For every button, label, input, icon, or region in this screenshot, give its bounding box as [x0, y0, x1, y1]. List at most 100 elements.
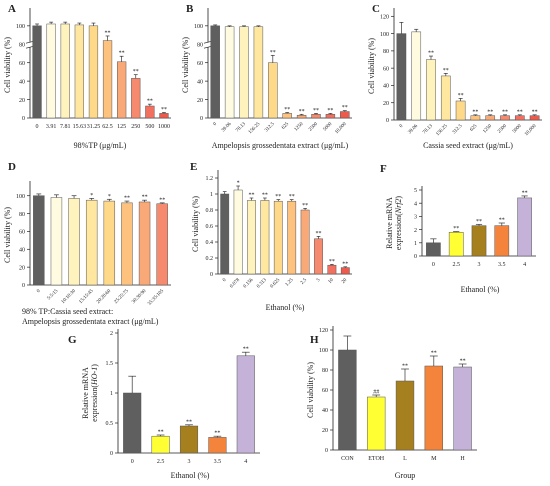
sig-mark-h-4: ** [460, 359, 466, 365]
y-tick-label-e-0: 0 [210, 272, 213, 278]
panel-letter-c: C [372, 3, 380, 15]
x-tick-label-c-8: 5000 [512, 124, 523, 135]
x-tick-label-b-8: 5000 [323, 122, 334, 133]
x-tick-label-g-2: 3 [188, 459, 191, 465]
x-tick-label-c-6: 1250 [483, 124, 494, 135]
bar-f-0 [426, 242, 441, 257]
x-tick-label-b-6: 1250 [294, 122, 305, 133]
x-tick-label-h-2: L [403, 456, 407, 462]
x-tick-label-d-7: 35:35:105 [147, 289, 165, 307]
x-tick-label-f-2: 3 [478, 262, 481, 268]
sig-mark-c-2: ** [428, 51, 434, 57]
y-tick-label-g-1: 0.5 [106, 421, 114, 427]
sig-mark-f-1: ** [453, 226, 459, 232]
bar-c-7 [500, 115, 510, 121]
y-tick-label-g-3: 1.5 [106, 361, 114, 367]
sig-mark-e-8: ** [329, 259, 335, 265]
y-tick-label-f-5: 5 [414, 188, 417, 194]
y-tick-label-g-2: 1 [110, 391, 113, 397]
panel-letter-a: A [8, 3, 16, 15]
x-tick-label-b-4: 312.5 [264, 122, 276, 134]
y-axis-label-g: Relative mRNA [81, 367, 90, 419]
bar-a-5 [102, 40, 113, 119]
y-tick-label-c-5: 100 [380, 32, 389, 38]
y-tick-label-d-5: 100 [16, 194, 25, 200]
bar-h-2 [395, 380, 415, 451]
bar-b-5 [282, 113, 292, 119]
panel-h: H 0 20 40 60 80 100 120 CON ## ETOH ** L ** M ** H Group C… [306, 326, 477, 480]
x-tick-label-c-9: 10,000 [524, 124, 538, 138]
x-tick-label-b-5: 625 [281, 122, 290, 131]
sig-mark-c-7: ** [502, 109, 508, 115]
y-tick-label-a-4: 80 [19, 42, 25, 48]
bar-g-2 [179, 425, 199, 454]
panel-e: E 0 0.2 0.4 0.6 0.8 1 1.2 0 * 0.078 ** 0.156 ** 0.313 *… [190, 161, 352, 312]
y-tick-label-b-2: 40 [197, 79, 203, 85]
bar-c-3 [440, 75, 451, 121]
x-tick-label-e-5: 1.25 [285, 278, 295, 288]
y-tick-label-d-1: 20 [19, 265, 25, 271]
panel-f: F 0 1 2 3 4 5 0 ** 2.5 ** 3 ** 3.5 ** 4 Ethanol (%) Relat… [380, 163, 536, 294]
x-tick-label-b-3: 156.25 [248, 122, 262, 136]
bar-e-2 [247, 200, 256, 275]
sig-mark-f-2: ** [476, 219, 482, 225]
y-tick-label-f-4: 4 [414, 201, 417, 207]
bar-c-9 [529, 115, 540, 121]
bar-d-0 [33, 195, 45, 286]
sig-mark-d-3: * [90, 193, 93, 199]
y-tick-label-b-0: 0 [200, 116, 203, 122]
sig-mark-c-6: ** [487, 109, 493, 115]
x-tick-label-d-5: 25:25:75 [114, 289, 130, 305]
sig-mark-a-5: ** [105, 30, 111, 36]
bar-c-1 [411, 31, 422, 121]
x-tick-label-a-3: 15.63 [73, 124, 87, 130]
x-tick-label-d-6: 30:30:90 [131, 289, 147, 305]
y-tick-label-b-5: 100 [194, 24, 203, 30]
bar-b-8 [325, 114, 336, 119]
y-tick-label-a-0: 0 [22, 116, 25, 122]
sig-mark-a-7: ** [133, 69, 139, 75]
sig-mark-e-7: ** [316, 231, 322, 237]
y-tick-label-b-3: 60 [197, 61, 203, 67]
sig-mark-d-7: ** [159, 197, 165, 203]
x-tick-label-c-2: 78.13 [422, 124, 434, 136]
y-tick-label-e-4: 0.8 [206, 208, 214, 214]
bar-b-2 [239, 26, 249, 119]
sig-mark-h-2: ** [402, 364, 408, 370]
bar-b-6 [296, 114, 307, 119]
sig-mark-c-8: ** [517, 109, 523, 115]
y-tick-label-e-5: 1 [210, 192, 213, 198]
x-tick-label-d-1: 5:5:15 [47, 289, 60, 302]
x-tick-label-e-8: 10 [328, 278, 335, 285]
x-tick-label-c-1: 39.06 [408, 124, 420, 136]
sig-mark-e-6: ** [302, 203, 308, 209]
sig-mark-g-2: ** [186, 419, 192, 425]
sig-mark-e-1: * [237, 181, 240, 187]
sig-mark-c-4: ** [458, 93, 464, 99]
bar-c-4 [455, 100, 466, 121]
x-tick-label-h-3: M [431, 456, 437, 462]
x-tick-label-e-4: 0.625 [270, 278, 282, 290]
x-tick-label-e-1: 0.078 [230, 278, 242, 290]
x-tick-label-b-9: 10,000 [334, 122, 348, 136]
y-tick-label-b-1: 20 [197, 98, 203, 104]
x-tick-label-a-5: 62.5 [102, 124, 113, 130]
sig-mark-d-4: * [108, 194, 111, 200]
x-tick-label-g-4: 4 [244, 459, 247, 465]
y-tick-label-f-3: 3 [414, 215, 417, 221]
x-tick-label-a-1: 3.91 [46, 124, 57, 130]
y-axis-label2-gene-f: Nrf2 [394, 199, 403, 215]
x-tick-label-c-0: 0 [399, 124, 405, 130]
x-tick-label-a-9: 1000 [158, 124, 170, 130]
x-tick-label-b-2: 78.13 [235, 122, 247, 134]
bar-f-4 [517, 197, 532, 257]
bar-a-6 [117, 61, 127, 119]
y-tick-label-e-3: 0.6 [206, 224, 214, 230]
x-tick-label-a-4: 31.25 [87, 124, 101, 130]
sig-mark-g-1: ** [158, 430, 164, 436]
y-axis-label2-suffix-g: ) [90, 364, 99, 367]
bar-c-5 [470, 115, 481, 121]
y-tick-label-c-1: 20 [383, 101, 389, 107]
bar-e-5 [287, 200, 297, 275]
